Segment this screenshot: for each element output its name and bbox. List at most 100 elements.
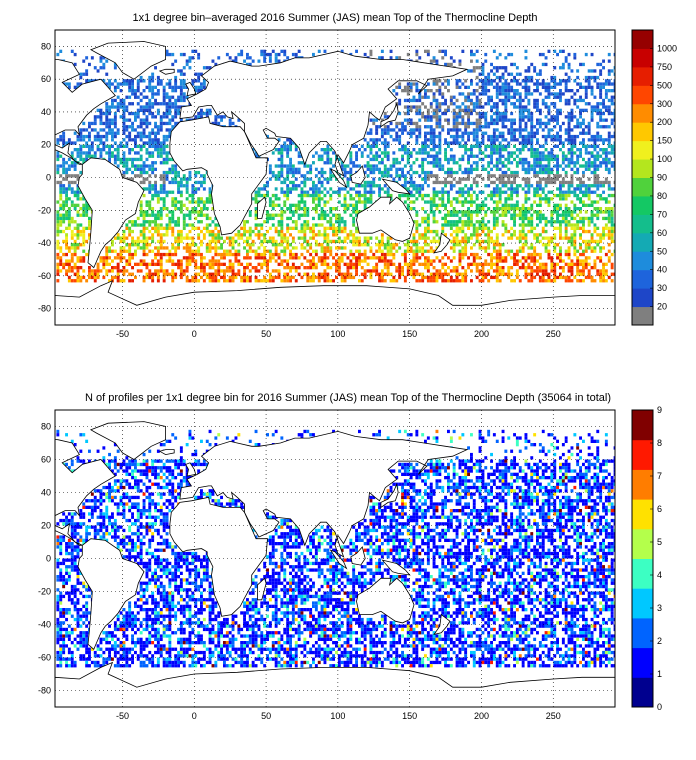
data-cell xyxy=(329,161,333,165)
data-cell xyxy=(478,243,482,247)
data-cell xyxy=(329,157,333,162)
data-cell xyxy=(156,262,160,266)
data-cell xyxy=(142,118,146,122)
data-cell xyxy=(424,134,427,139)
data-cell xyxy=(177,233,180,237)
data-cell xyxy=(165,82,169,86)
data-cell xyxy=(136,246,140,250)
data-cell xyxy=(289,170,292,175)
data-cell xyxy=(389,236,393,240)
data-cell xyxy=(564,98,568,103)
data-cell xyxy=(82,121,86,126)
data-cell xyxy=(145,134,149,139)
data-cell xyxy=(257,190,261,194)
data-cell xyxy=(355,213,358,217)
data-cell xyxy=(237,252,241,257)
data-cell xyxy=(513,229,516,234)
data-cell xyxy=(73,167,77,171)
data-cell xyxy=(495,187,499,191)
data-cell xyxy=(556,134,559,139)
data-cell xyxy=(320,154,324,158)
data-cell xyxy=(274,164,278,168)
data-cell xyxy=(467,226,470,230)
panel1-title: 1x1 degree bin–averaged 2016 Summer (JAS… xyxy=(132,12,538,24)
data-cell xyxy=(171,102,175,106)
data-cell xyxy=(553,220,557,224)
data-cell xyxy=(495,108,499,112)
data-cell xyxy=(286,239,290,244)
data-cell xyxy=(441,197,445,201)
data-cell xyxy=(128,102,132,106)
data-cell xyxy=(323,170,327,175)
data-cell xyxy=(607,72,611,76)
data-cell xyxy=(487,177,491,181)
data-cell xyxy=(602,216,605,221)
data-cell xyxy=(403,111,407,116)
data-cell xyxy=(134,262,137,266)
data-cell xyxy=(515,128,519,132)
data-cell xyxy=(533,102,537,106)
data-cell xyxy=(596,239,600,244)
data-cell xyxy=(286,226,290,230)
data-cell xyxy=(415,121,419,126)
data-cell xyxy=(490,262,493,266)
data-cell xyxy=(211,233,215,237)
data-cell xyxy=(70,174,74,178)
data-cell xyxy=(449,233,453,237)
data-cell xyxy=(165,233,169,237)
data-cell xyxy=(352,233,356,237)
data-cell xyxy=(513,118,516,122)
data-cell xyxy=(375,118,379,122)
data-cell xyxy=(564,229,568,234)
data-cell xyxy=(392,164,396,168)
data-cell xyxy=(375,151,379,155)
data-cell xyxy=(358,259,361,263)
data-cell xyxy=(438,259,442,263)
data-cell xyxy=(142,164,146,168)
data-cell xyxy=(487,75,491,80)
data-cell xyxy=(174,85,178,89)
data-cell xyxy=(79,213,83,217)
data-cell xyxy=(395,161,399,165)
data-cell xyxy=(145,125,149,129)
data-cell xyxy=(352,252,356,257)
data-cell xyxy=(108,144,111,148)
data-cell xyxy=(76,193,80,198)
data-cell xyxy=(369,256,373,260)
data-cell xyxy=(200,85,203,89)
data-cell xyxy=(593,200,597,204)
data-cell xyxy=(513,170,516,175)
data-cell xyxy=(487,144,491,148)
data-cell xyxy=(378,190,381,194)
data-cell xyxy=(455,210,459,214)
data-cell xyxy=(524,180,528,185)
data-cell xyxy=(306,193,310,198)
data-cell xyxy=(125,105,129,109)
data-cell xyxy=(464,236,468,240)
data-cell xyxy=(513,259,516,263)
data-cell xyxy=(538,170,542,175)
data-cell xyxy=(602,190,605,194)
data-cell xyxy=(369,49,373,53)
data-cell xyxy=(263,262,267,266)
data-cell xyxy=(177,229,180,234)
data-cell xyxy=(56,262,60,266)
data-cell xyxy=(343,164,347,168)
data-cell xyxy=(99,138,103,142)
data-cell xyxy=(564,252,568,257)
data-cell xyxy=(599,118,603,122)
data-cell xyxy=(151,79,155,83)
data-cell xyxy=(283,148,287,152)
data-cell xyxy=(475,203,479,207)
data-cell xyxy=(280,148,284,152)
data-cell xyxy=(518,134,522,139)
data-cell xyxy=(228,236,232,240)
data-cell xyxy=(168,108,172,112)
data-cell xyxy=(369,193,373,198)
data-cell xyxy=(444,157,447,162)
data-cell xyxy=(260,256,264,260)
data-cell xyxy=(527,75,531,80)
data-cell xyxy=(202,187,206,191)
data-cell xyxy=(300,193,304,198)
data-cell xyxy=(268,197,272,201)
